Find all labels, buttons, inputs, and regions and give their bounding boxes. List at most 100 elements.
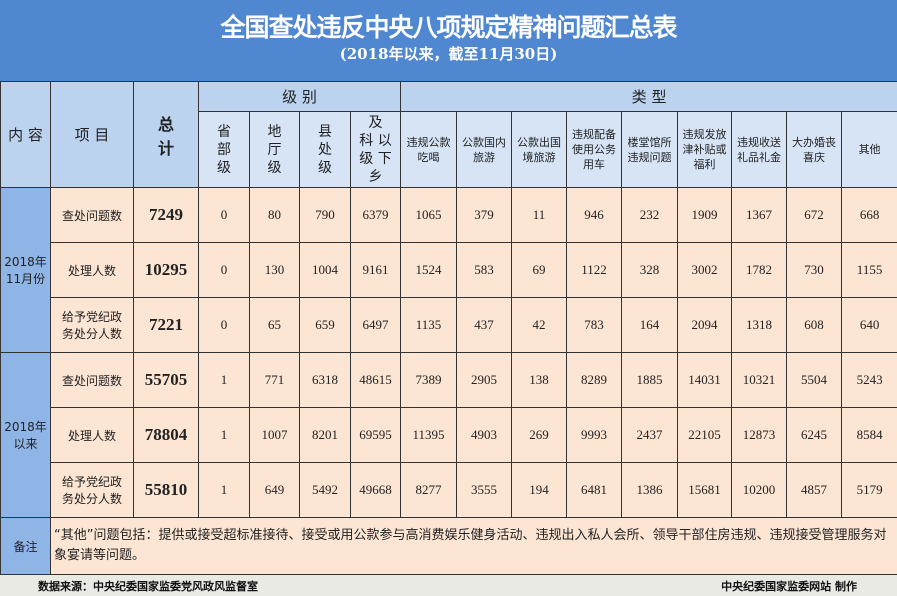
header-item: 项 目 (50, 81, 134, 188)
cell-value: 1367 (731, 187, 788, 243)
header-type: 楼堂馆所 违规问题 (621, 111, 679, 188)
row-total: 10295 (133, 242, 199, 298)
header-total: 总 计 (133, 81, 199, 188)
cell-value: 1782 (731, 242, 788, 298)
cell-value: 608 (786, 297, 843, 353)
cell-value: 0 (198, 297, 250, 353)
cell-value: 130 (249, 242, 300, 298)
cell-value: 328 (621, 242, 679, 298)
header-content: 内 容 (0, 81, 51, 188)
cell-value: 6379 (349, 187, 402, 243)
cell-value: 672 (786, 187, 843, 243)
cell-value: 6318 (299, 352, 351, 408)
header-type-group: 类 型 (400, 81, 897, 112)
row-total: 7249 (133, 187, 199, 243)
cell-value: 640 (841, 297, 897, 353)
cell-value: 6245 (786, 407, 843, 463)
note-text: “其他”问题包括：提供或接受超标准接待、接受或用公款参与高消费娱乐健身活动、违规… (49, 517, 897, 575)
cell-value: 49668 (349, 462, 402, 518)
cell-value: 1065 (400, 187, 458, 243)
row-total: 55810 (133, 462, 199, 518)
footer: 数据来源：中央纪委国家监委党风政风监督室 中央纪委国家监委网站 制作 (0, 575, 897, 596)
cell-value: 80 (249, 187, 300, 243)
cell-value: 9161 (349, 242, 402, 298)
cell-value: 1007 (249, 407, 300, 463)
cell-value: 1909 (677, 187, 733, 243)
cell-value: 730 (786, 242, 843, 298)
table-row: 给予党纪政 务处分人数 55810 1 649 5492 49668 8277 3555 194… (1, 462, 897, 518)
cell-value: 12873 (731, 407, 788, 463)
note-label: 备注 (0, 517, 51, 575)
cell-value: 138 (511, 352, 568, 408)
cell-value: 5504 (786, 352, 843, 408)
row-item: 查处问题数 (50, 187, 134, 243)
row-item: 查处问题数 (50, 352, 134, 408)
header-type: 大办婚丧 喜庆 (786, 111, 843, 188)
cell-value: 583 (456, 242, 513, 298)
cell-value: 3002 (677, 242, 733, 298)
cell-value: 8584 (841, 407, 897, 463)
cell-value: 4903 (456, 407, 513, 463)
cell-value: 22105 (677, 407, 733, 463)
cell-value: 771 (249, 352, 300, 408)
header-level: 县 处 级 (299, 111, 351, 188)
header-type: 违规收送 礼品礼金 (731, 111, 788, 188)
cell-value: 232 (621, 187, 679, 243)
cell-value: 0 (198, 242, 250, 298)
cell-value: 668 (841, 187, 897, 243)
cell-value: 5243 (841, 352, 897, 408)
cell-value: 3555 (456, 462, 513, 518)
header-type: 其他 (841, 111, 897, 188)
cell-value: 69 (511, 242, 568, 298)
cell-value: 65 (249, 297, 300, 353)
cell-value: 946 (566, 187, 623, 243)
group-label: 2018年 以来 (0, 352, 51, 518)
cell-value: 2437 (621, 407, 679, 463)
page-title: 全国查处违反中央八项规定精神问题汇总表 (220, 13, 677, 42)
row-item: 给予党纪政 务处分人数 (50, 297, 134, 353)
title-banner: 全国查处违反中央八项规定精神问题汇总表 (2018年以来，截至11月30日) (0, 0, 897, 81)
cell-value: 11395 (400, 407, 458, 463)
row-total: 55705 (133, 352, 199, 408)
cell-value: 379 (456, 187, 513, 243)
cell-value: 4857 (786, 462, 843, 518)
cell-value: 0 (198, 187, 250, 243)
header-type: 公款出国 境旅游 (511, 111, 568, 188)
cell-value: 14031 (677, 352, 733, 408)
cell-value: 1004 (299, 242, 351, 298)
cell-value: 6481 (566, 462, 623, 518)
header-type: 公款国内 旅游 (456, 111, 513, 188)
cell-value: 783 (566, 297, 623, 353)
header-level: 地 厅 级 (249, 111, 300, 188)
cell-value: 11 (511, 187, 568, 243)
header-type: 违规配备 使用公务 用车 (566, 111, 623, 188)
cell-value: 48615 (349, 352, 402, 408)
cell-value: 6497 (349, 297, 402, 353)
table-row: 给予党纪政 务处分人数 7221 0 65 659 6497 1135 437 42 783 164… (1, 297, 897, 353)
producer-credit: 中央纪委国家监委网站 制作 (721, 579, 857, 593)
cell-value: 790 (299, 187, 351, 243)
cell-value: 1524 (400, 242, 458, 298)
cell-value: 649 (249, 462, 300, 518)
row-item: 处理人数 (50, 407, 134, 463)
cell-value: 1155 (841, 242, 897, 298)
cell-value: 1386 (621, 462, 679, 518)
row-total: 7221 (133, 297, 199, 353)
row-item: 给予党纪政 务处分人数 (50, 462, 134, 518)
cell-value: 2094 (677, 297, 733, 353)
cell-value: 1 (198, 462, 250, 518)
header-type: 违规发放 津补贴或 福利 (677, 111, 733, 188)
cell-value: 2905 (456, 352, 513, 408)
table-row: 2018年 以来 查处问题数 55705 1 771 6318 48615 7389 2905 1… (0, 352, 897, 518)
cell-value: 7389 (400, 352, 458, 408)
row-total: 78804 (133, 407, 199, 463)
cell-value: 69595 (349, 407, 402, 463)
group-label: 2018年 11月份 (0, 187, 51, 353)
cell-value: 8201 (299, 407, 351, 463)
cell-value: 15681 (677, 462, 733, 518)
header-type: 违规公款 吃喝 (400, 111, 458, 188)
cell-value: 10321 (731, 352, 788, 408)
table-row: 处理人数 10295 0 130 1004 9161 1524 583 69 1122 328 300… (1, 242, 897, 298)
cell-value: 5179 (841, 462, 897, 518)
cell-value: 1 (198, 407, 250, 463)
